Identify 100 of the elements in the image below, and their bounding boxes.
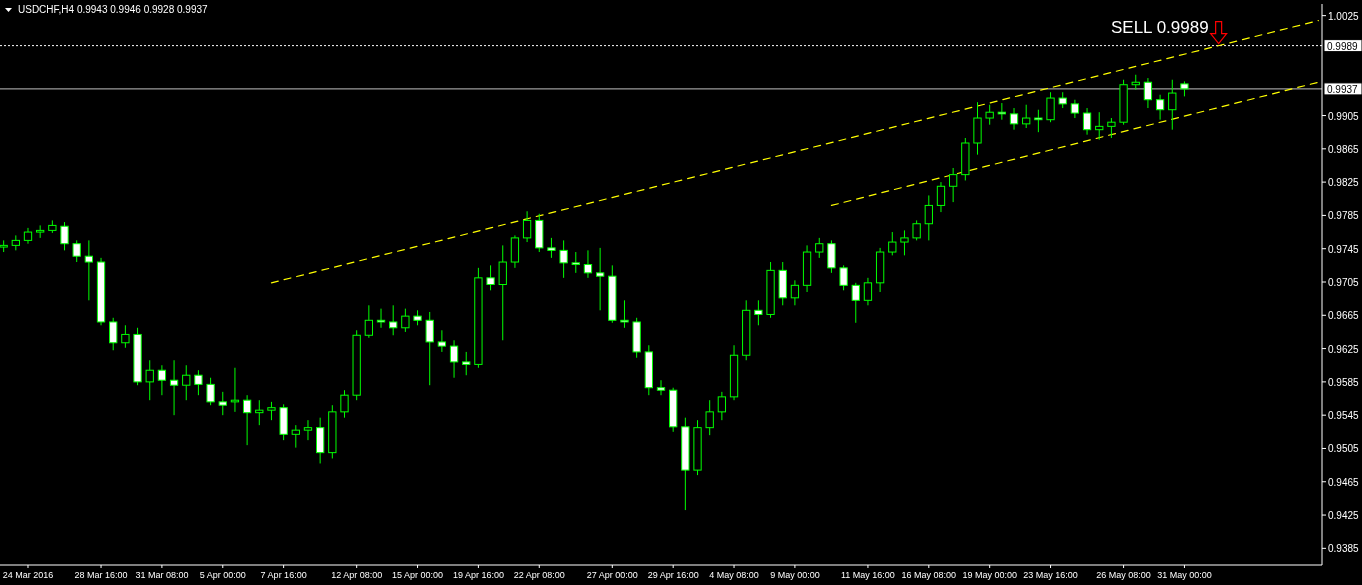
x-tick-label: 29 Apr 16:00 [647,570,699,580]
y-tick-label: 0.9465 [1328,476,1360,488]
x-tick-label: 16 May 08:00 [901,570,957,580]
candlestick [656,379,666,396]
candlestick [157,364,167,396]
candlestick [60,221,69,251]
candlestick [194,369,203,396]
candlestick [595,247,605,311]
y-tick-label: 0.9905 [1328,110,1360,122]
candlestick [1034,109,1043,133]
candlestick [851,282,860,324]
candlestick [571,251,580,274]
y-tick-label: 0.9865 [1328,143,1360,155]
y-tick-label: 0.9545 [1328,410,1360,422]
candlestick [109,317,118,351]
candlestick [1070,99,1080,119]
candlestick [425,311,434,386]
candlestick [1046,91,1055,123]
y-tick-label: 0.9585 [1328,376,1360,388]
y-tick-label: 0.9745 [1328,243,1360,255]
candlestick [620,299,629,329]
annotation: SELL 0.9989 [1110,17,1209,37]
candlestick [291,424,300,449]
candlestick [1082,107,1092,136]
x-tick-label: 22 Apr 08:00 [513,570,565,580]
y-tick-label: 0.9825 [1328,177,1360,189]
candlestick [547,237,556,259]
chart-title: USDCHF,H4 0.9943 0.9946 0.9928 0.9937 [18,4,209,15]
candlestick [985,104,994,126]
candlestick [863,277,873,306]
y-tick-label: 0.9705 [1328,277,1360,288]
candlestick [255,399,264,426]
y-tick-label: 0.9625 [1328,343,1360,355]
x-tick-label: 5 Apr 00:00 [199,570,246,580]
x-tick-label: 27 Apr 00:00 [586,570,638,580]
candlestick [389,304,398,336]
candlestick [401,308,410,333]
x-tick-label: 26 May 08:00 [1096,570,1151,580]
candlestick [267,401,276,421]
x-tick-label: 28 Mar 16:00 [74,570,128,580]
candlestick [230,367,240,413]
x-tick-label: 9 May 00:00 [770,570,820,580]
y-tick-label: 0.9385 [1328,543,1360,555]
y-tick-label: 0.9505 [1328,443,1360,455]
candlestick [145,359,154,401]
x-tick-label: 31 May 00:00 [1157,570,1212,580]
candlestick [206,377,215,406]
y-tick-label: 0.9665 [1328,310,1360,322]
candlestick [1009,107,1019,131]
candlestick [486,264,495,291]
candlestick [900,229,909,256]
y-tick-label: 0.9785 [1328,210,1360,222]
ref-line-label: 0.9989 [1327,40,1359,52]
candlestick [912,219,921,241]
y-tick-label: 1.0025 [1328,10,1360,22]
x-tick-label: 11 May 16:00 [841,570,895,580]
x-tick-label: 4 May 08:00 [709,570,759,580]
candlestick [1022,104,1031,129]
x-tick-label: 15 Apr 00:00 [392,570,444,580]
y-tick-label: 0.9425 [1328,510,1360,522]
candlestick [498,244,507,341]
candlestick [121,324,130,349]
x-tick-label: 12 Apr 08:00 [331,570,383,580]
candlestick [936,181,946,213]
candlestick [583,249,593,279]
candlestick [717,391,727,421]
candlestick [1095,111,1104,141]
candlestick [1168,79,1177,131]
candlestick [182,364,191,401]
candlestick [449,339,459,379]
candlestick [705,399,714,436]
candlestick [303,419,313,441]
x-tick-label: 31 Mar 08:00 [135,570,189,580]
candlestick [888,231,897,256]
candlestick [72,239,81,263]
candlestick [1143,77,1153,109]
candlestick [1155,94,1165,121]
candlestick [340,389,349,419]
x-tick-label: 24 Mar 2016 [2,570,54,580]
x-tick-label: 7 Apr 16:00 [260,570,307,580]
candlestick [242,394,252,446]
candlestick [218,391,227,416]
candlestick [924,194,933,241]
candlestick [754,299,763,326]
candlestick [1107,117,1116,139]
candlestick [522,210,532,243]
x-tick-label: 19 Apr 16:00 [452,570,504,580]
candlestick [364,304,373,339]
x-tick-label: 19 May 00:00 [962,570,1017,580]
ref-line-label: 0.9937 [1327,83,1359,95]
candlestick [949,167,958,203]
candlestick [839,264,848,291]
x-tick-label: 23 May 16:00 [1023,570,1078,580]
candlestick [437,329,447,353]
candlestick [84,239,94,301]
candlestick [376,308,386,329]
candlestick [559,239,568,279]
candlestick [169,359,179,416]
candlestick [462,351,471,376]
candlestick [790,279,800,306]
